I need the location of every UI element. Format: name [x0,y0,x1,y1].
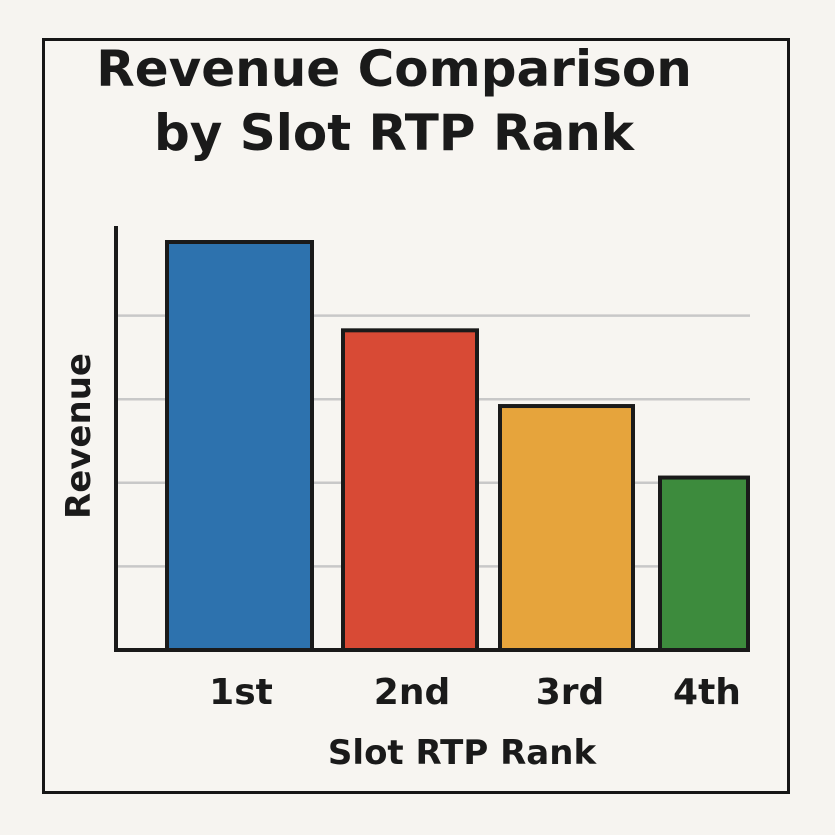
x-tick-label-2nd: 2nd [374,672,450,713]
x-tick-label-1st: 1st [209,672,273,713]
x-axis-title: Slot RTP Rank [328,733,598,773]
x-tick-label-4th: 4th [673,672,741,713]
x-tick-label-3rd: 3rd [536,672,605,713]
x-tick-labels: 1st 2nd 3rd 4th [209,672,741,713]
bar-2nd [341,328,479,652]
bar-4th [658,475,750,652]
bars [165,240,750,652]
bar-3rd [498,404,635,652]
bar-1st [165,240,314,652]
axes [114,226,750,652]
chart-title: Revenue Comparison by Slot RTP Rank [96,40,692,162]
y-axis-title: Revenue [59,353,99,519]
